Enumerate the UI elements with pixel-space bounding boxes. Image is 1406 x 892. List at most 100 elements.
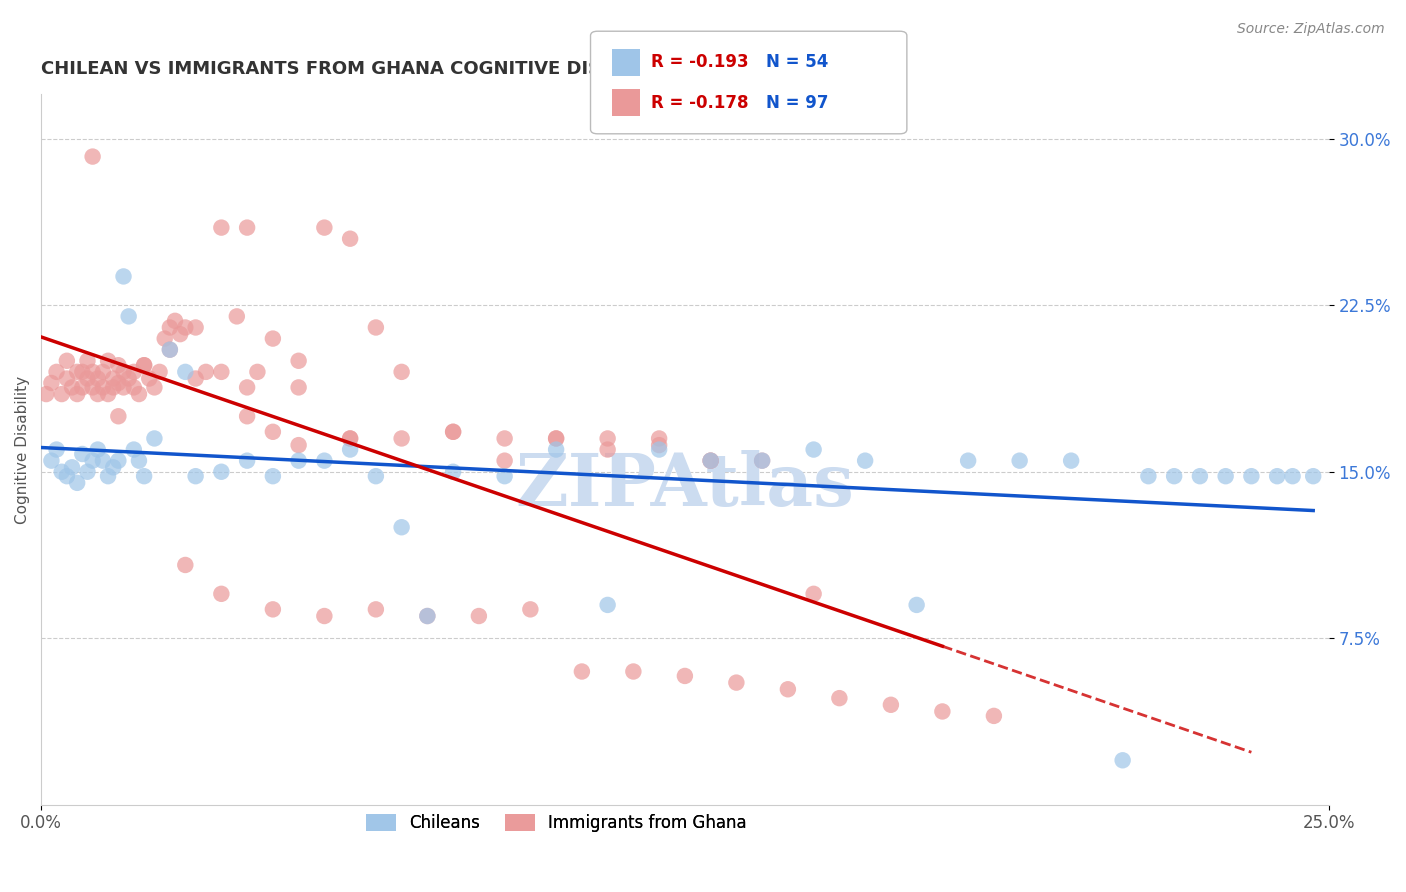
Point (72, 380, 94, 394)
Point (596, 432, 619, 446)
Point (1163, 469, 1185, 483)
Y-axis label: Cognitive Disability: Cognitive Disability (15, 376, 30, 524)
Point (339, 432, 361, 446)
Point (416, 609, 439, 624)
Point (725, 675, 748, 690)
Point (751, 453, 773, 467)
Point (494, 453, 516, 467)
Point (1137, 469, 1160, 483)
Point (648, 442, 671, 457)
Point (364, 602, 387, 616)
Point (596, 442, 619, 457)
Point (391, 432, 413, 446)
Point (107, 409, 129, 424)
Point (1188, 469, 1211, 483)
Point (159, 343, 181, 357)
Point (148, 365, 170, 379)
Point (209, 587, 232, 601)
Text: N = 97: N = 97 (766, 94, 828, 112)
Point (97, 469, 120, 483)
Point (314, 609, 336, 624)
Point (76, 353, 98, 368)
Point (169, 327, 191, 342)
Text: R = -0.193: R = -0.193 (651, 54, 748, 71)
Point (1060, 453, 1083, 467)
Point (931, 705, 953, 719)
Point (339, 232, 361, 246)
Point (236, 453, 259, 467)
Point (122, 380, 145, 394)
Point (132, 358, 155, 372)
Point (103, 371, 125, 385)
Point (132, 358, 155, 372)
Point (391, 520, 413, 534)
Point (82, 150, 104, 164)
Point (236, 409, 259, 424)
Point (87, 371, 110, 385)
Point (983, 709, 1005, 723)
Point (72, 447, 94, 461)
Point (174, 320, 197, 334)
Point (138, 371, 160, 385)
Point (82, 453, 104, 467)
Point (287, 353, 309, 368)
Point (174, 365, 197, 379)
Point (287, 438, 309, 452)
Point (72, 365, 94, 379)
Point (128, 387, 150, 401)
Point (236, 220, 259, 235)
Point (1111, 753, 1133, 767)
Point (82, 365, 104, 379)
Point (41, 453, 63, 467)
Point (803, 442, 825, 457)
Point (828, 691, 851, 706)
Point (184, 371, 207, 385)
Point (699, 453, 721, 467)
Point (673, 669, 696, 683)
Point (87, 387, 110, 401)
Point (648, 438, 671, 452)
Point (45, 442, 67, 457)
Point (1240, 469, 1263, 483)
Point (153, 332, 176, 346)
Point (803, 587, 825, 601)
Point (1008, 453, 1031, 467)
Point (209, 220, 232, 235)
Point (143, 380, 166, 394)
Point (546, 432, 568, 446)
Point (97, 353, 120, 368)
Point (441, 425, 464, 439)
Point (112, 380, 135, 394)
Point (441, 425, 464, 439)
Point (1281, 469, 1303, 483)
Point (339, 432, 361, 446)
Point (35, 387, 58, 401)
Text: N = 54: N = 54 (766, 54, 828, 71)
Point (41, 376, 63, 390)
Point (1302, 469, 1324, 483)
Point (56, 371, 79, 385)
Point (91, 380, 114, 394)
Point (1265, 469, 1288, 483)
Point (66, 387, 89, 401)
Point (494, 432, 516, 446)
Point (905, 598, 928, 612)
Point (262, 425, 284, 439)
Point (853, 453, 876, 467)
Point (91, 453, 114, 467)
Point (246, 365, 269, 379)
Point (103, 380, 125, 394)
Point (87, 442, 110, 457)
Point (262, 332, 284, 346)
Point (416, 609, 439, 624)
Point (314, 453, 336, 467)
Point (76, 465, 98, 479)
Point (66, 365, 89, 379)
Point (494, 469, 516, 483)
Point (107, 376, 129, 390)
Point (571, 665, 593, 679)
Text: Source: ZipAtlas.com: Source: ZipAtlas.com (1237, 22, 1385, 37)
Point (159, 343, 181, 357)
Point (159, 320, 181, 334)
Point (648, 432, 671, 446)
